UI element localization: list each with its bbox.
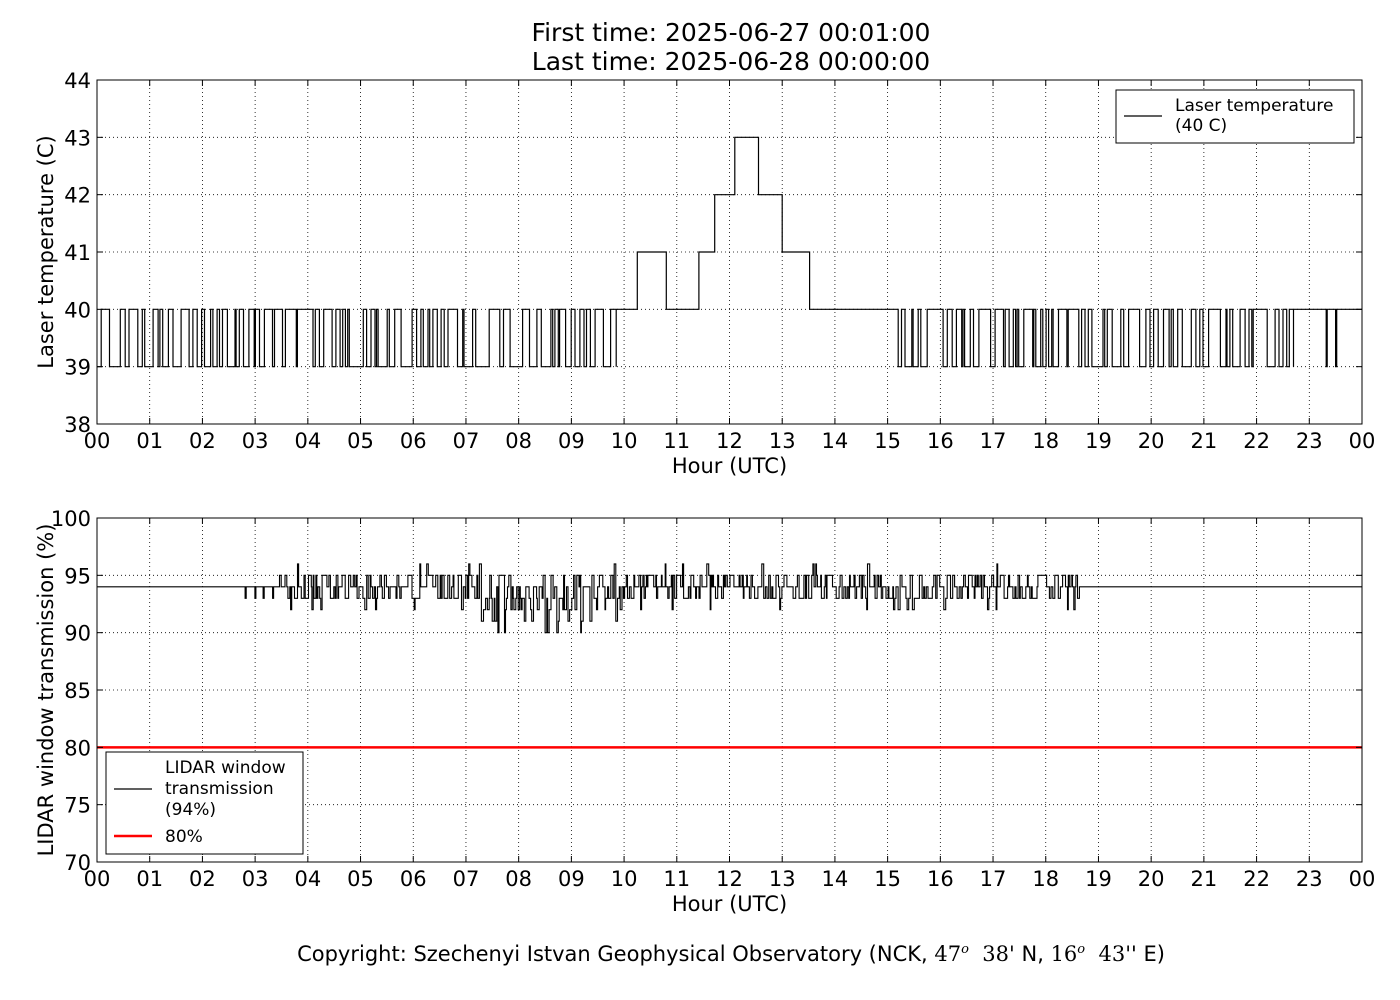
longitude-degree-symbol: o — [1077, 942, 1086, 957]
page-title: First time: 2025-06-27 00:01:00 Last tim… — [0, 18, 1400, 76]
y-tick-label: 44 — [64, 69, 91, 93]
y-tick-label: 75 — [64, 794, 91, 818]
x-tick-label: 18 — [1032, 867, 1059, 891]
latitude-minutes: 38' — [982, 942, 1015, 966]
legend-label-laser-value: (40 C) — [1175, 116, 1227, 136]
y-axis-label: LIDAR window transmission (%) — [34, 524, 58, 857]
latitude-degree-symbol: o — [961, 942, 969, 957]
legend-label-lidar-line2: transmission — [165, 779, 274, 799]
x-tick-label: 09 — [558, 429, 585, 453]
x-tick-label: 13 — [769, 867, 796, 891]
x-tick-label: 11 — [663, 867, 690, 891]
laser-temperature-line — [97, 136, 1362, 368]
lidar-transmission-chart: 00 01 02 03 04 05 06 07 08 09 10 11 12 13 14 15 16 17 18 19… — [34, 507, 1375, 916]
y-tick-label: 70 — [64, 851, 91, 875]
x-tick-label: 11 — [663, 429, 690, 453]
x-tick-label: 04 — [294, 867, 321, 891]
x-tick-label: 17 — [980, 429, 1007, 453]
x-tick-label: 23 — [1296, 429, 1323, 453]
x-tick-label: 21 — [1191, 867, 1218, 891]
y-tick-label: 90 — [64, 622, 91, 646]
x-tick-label: 05 — [347, 429, 374, 453]
x-tick-label: 02 — [189, 429, 216, 453]
x-tick-label: 06 — [400, 867, 427, 891]
x-tick-label: 00 — [1349, 429, 1376, 453]
x-tick-label: 00 — [84, 867, 111, 891]
legend-label-80: 80% — [165, 827, 203, 847]
legend-label-laser: Laser temperature — [1175, 96, 1333, 116]
x-tick-label: 19 — [1085, 867, 1112, 891]
x-tick-label: 22 — [1243, 867, 1270, 891]
x-tick-label: 12 — [716, 429, 743, 453]
copyright-text: Copyright: Szechenyi Istvan Geophysical … — [297, 942, 935, 966]
latitude-degrees: 47 — [934, 942, 962, 966]
y-tick-label: 43 — [64, 126, 91, 150]
x-tick-label: 08 — [505, 867, 532, 891]
x-tick-label: 18 — [1032, 429, 1059, 453]
y-tick-label: 100 — [51, 507, 91, 531]
x-tick-label: 10 — [611, 867, 638, 891]
x-tick-label: 16 — [927, 429, 954, 453]
x-tick-label: 02 — [189, 867, 216, 891]
longitude-hemisphere: E) — [1143, 942, 1165, 966]
legend-label-lidar-line1: LIDAR window — [165, 758, 286, 778]
y-tick-label: 41 — [64, 241, 91, 265]
x-tick-label: 06 — [400, 429, 427, 453]
x-tick-label: 08 — [505, 429, 532, 453]
copyright-footer: Copyright: Szechenyi Istvan Geophysical … — [297, 942, 1165, 966]
x-tick-label: 00 — [1349, 867, 1376, 891]
title-first-time: First time: 2025-06-27 00:01:00 — [531, 18, 931, 47]
x-tick-label: 07 — [453, 429, 480, 453]
x-tick-label: 07 — [453, 867, 480, 891]
lidar-transmission-line — [97, 563, 1362, 634]
x-tick-label: 19 — [1085, 429, 1112, 453]
longitude-minutes: 43' — [1098, 942, 1131, 966]
x-tick-label: 15 — [874, 429, 901, 453]
y-tick-label: 42 — [64, 184, 91, 208]
laser-temperature-chart: 00 01 02 03 04 05 06 07 08 09 10 11 12 13 14 15 16 17 18 19… — [34, 69, 1375, 478]
y-tick-label: 38 — [64, 413, 91, 437]
x-tick-label: 05 — [347, 867, 374, 891]
y-tick-label: 80 — [64, 736, 91, 760]
x-tick-label: 21 — [1191, 429, 1218, 453]
longitude-degrees: 16 — [1050, 942, 1078, 966]
x-tick-label: 03 — [242, 867, 269, 891]
y-tick-label: 40 — [64, 298, 91, 322]
x-tick-label: 10 — [611, 429, 638, 453]
legend-label-lidar-line3: (94%) — [165, 800, 216, 820]
x-tick-label: 01 — [136, 867, 163, 891]
x-tick-label: 12 — [716, 867, 743, 891]
x-tick-label: 20 — [1138, 867, 1165, 891]
x-tick-label: 01 — [136, 429, 163, 453]
x-axis-label: Hour (UTC) — [672, 892, 787, 916]
title-last-time: Last time: 2025-06-28 00:00:00 — [531, 47, 931, 76]
x-tick-label: 13 — [769, 429, 796, 453]
latitude-hemisphere: N, — [1021, 942, 1044, 966]
x-tick-label: 16 — [927, 867, 954, 891]
x-tick-label: 17 — [980, 867, 1007, 891]
x-tick-label: 14 — [822, 867, 849, 891]
x-tick-label: 15 — [874, 867, 901, 891]
x-tick-label: 04 — [294, 429, 321, 453]
y-tick-label: 85 — [64, 679, 91, 703]
y-tick-label: 95 — [64, 564, 91, 588]
x-tick-label: 22 — [1243, 429, 1270, 453]
x-tick-label: 09 — [558, 867, 585, 891]
y-tick-label: 39 — [64, 356, 91, 380]
x-tick-label: 00 — [84, 429, 111, 453]
x-tick-label: 23 — [1296, 867, 1323, 891]
x-tick-label: 03 — [242, 429, 269, 453]
laser-legend: Laser temperature(40 C) — [1115, 89, 1355, 144]
y-axis-label: Laser temperature (C) — [34, 135, 58, 368]
x-axis-label: Hour (UTC) — [672, 454, 787, 478]
x-tick-label: 14 — [822, 429, 849, 453]
x-tick-label: 20 — [1138, 429, 1165, 453]
